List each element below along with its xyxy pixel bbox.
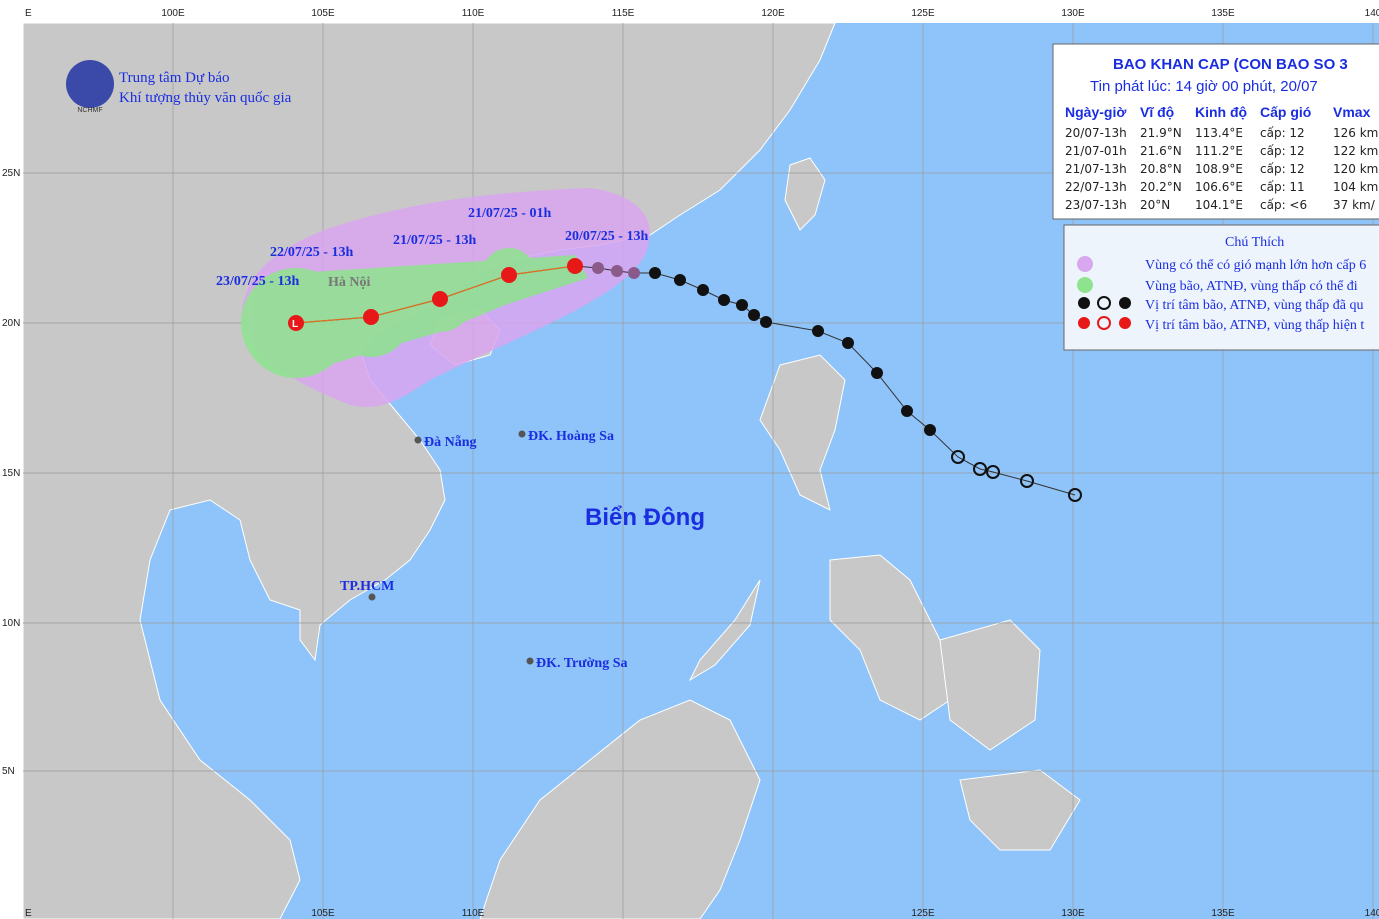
places: Hà Nội Đà Nẵng ĐK. Hoàng Sa TP.HCM ĐK. T… <box>328 275 705 671</box>
lon-label: 100E <box>161 8 185 19</box>
lon-label: 125E <box>911 8 935 19</box>
lon-label: 140 <box>1365 8 1379 19</box>
sea-label: Biển Đông <box>585 504 705 531</box>
lat-label: 25N <box>2 168 20 179</box>
lon-label: 135E <box>1211 908 1235 919</box>
recent-positions <box>592 262 640 279</box>
legend-item: Vị trí tâm bão, ATNĐ, vùng thấp hiện t <box>1145 318 1364 333</box>
lon-label: 125E <box>911 908 935 919</box>
legend-item: Vị trí tâm bão, ATNĐ, vùng thấp đã qu <box>1145 298 1364 313</box>
table-cell: 111.2°E <box>1195 144 1243 158</box>
legend: Chú Thích Vùng có thể có gió mạnh lớn hơ… <box>1063 224 1379 351</box>
table-cell: 37 km/ <box>1333 198 1376 212</box>
track-label: 23/07/25 - 13h <box>216 274 299 289</box>
lat-label: 20N <box>2 318 20 329</box>
forecast-positions <box>288 258 583 331</box>
table-cell: cấp: 12 <box>1260 162 1305 176</box>
depression-positions <box>951 450 1082 502</box>
track-label: 22/07/25 - 13h <box>270 245 353 260</box>
table-cell: 20°N <box>1140 198 1170 212</box>
table-cell: 104 km <box>1333 180 1378 194</box>
table-header: Vĩ độ <box>1140 104 1174 120</box>
table-cell: 21.6°N <box>1140 144 1182 158</box>
lat-label: 5N <box>2 766 15 777</box>
lon-label: 115E <box>612 8 635 19</box>
legend-item: Vùng bão, ATNĐ, vùng thấp có thể đi <box>1145 279 1358 294</box>
table-cell: 126 km <box>1333 126 1378 140</box>
track-label: 21/07/25 - 01h <box>468 206 551 221</box>
low-icon: L <box>292 319 298 330</box>
table-cell: 21.9°N <box>1140 126 1182 140</box>
lon-label: 110E <box>462 908 485 919</box>
table-cell: 21/07-13h <box>1065 162 1127 176</box>
place-label: TP.HCM <box>340 579 394 594</box>
lon-label: 140 <box>1365 908 1379 919</box>
table-header: Cấp gió <box>1260 104 1311 120</box>
table-cell: 20.2°N <box>1140 180 1182 194</box>
lon-label: E <box>25 8 32 19</box>
table-cell: 113.4°E <box>1195 126 1243 140</box>
legend-title: Chú Thích <box>1225 235 1284 250</box>
table-cell: 22/07-13h <box>1065 180 1127 194</box>
table-cell: 104.1°E <box>1195 198 1243 212</box>
box-title: BAO KHAN CAP (CON BAO SO 3 <box>1113 56 1348 73</box>
lon-label: 105E <box>311 8 335 19</box>
org: NCHMF Trung tâm Dự báo Khí tượng thủy vă… <box>66 60 292 114</box>
table-header: Vmax <box>1333 104 1371 120</box>
lon-label: 110E <box>462 8 485 19</box>
lat-label: 10N <box>2 618 20 629</box>
table-header: Ngày-giờ <box>1065 104 1126 120</box>
track-label: 21/07/25 - 13h <box>393 233 476 248</box>
lon-label: 120E <box>761 8 785 19</box>
logo-text: NCHMF <box>77 107 102 114</box>
place-label: ĐK. Trường Sa <box>536 656 628 671</box>
table-cell: cấp: 12 <box>1260 126 1305 140</box>
box-subtitle: Tin phát lúc: 14 giờ 00 phút, 20/07 <box>1090 78 1318 95</box>
table-header: Kinh độ <box>1195 104 1247 120</box>
table-cell: 106.6°E <box>1195 180 1243 194</box>
table-cell: 108.9°E <box>1195 162 1243 176</box>
lon-label: 135E <box>1211 8 1235 19</box>
lon-label: 130E <box>1061 8 1085 19</box>
table-cell: 23/07-13h <box>1065 198 1127 212</box>
lon-label: E <box>25 908 32 919</box>
land <box>22 22 1081 919</box>
place-label: Hà Nội <box>328 275 371 290</box>
table-cell: 120 km <box>1333 162 1378 176</box>
table-cell: cấp: 12 <box>1260 144 1305 158</box>
lat-label: 15N <box>2 468 20 479</box>
place-label: Đà Nẵng <box>424 434 477 450</box>
place-label: ĐK. Hoàng Sa <box>528 429 614 444</box>
org-name: Khí tượng thủy văn quốc gia <box>119 90 292 106</box>
table-cell: 122 km <box>1333 144 1378 158</box>
track-labels: 20/07/25 - 13h 21/07/25 - 01h 21/07/25 -… <box>216 206 648 289</box>
info-box: BAO KHAN CAP (CON BAO SO 3 Tin phát lúc:… <box>1052 43 1379 220</box>
past-positions <box>649 267 936 436</box>
track-label: 20/07/25 - 13h <box>565 229 648 244</box>
table-cell: 21/07-01h <box>1065 144 1127 158</box>
table-cell: cấp: 11 <box>1260 180 1305 194</box>
legend-item: Vùng có thể có gió mạnh lớn hơn cấp 6 <box>1145 258 1366 273</box>
table-cell: cấp: <6 <box>1260 198 1307 212</box>
lon-label: 105E <box>311 908 335 919</box>
lon-label: 130E <box>1061 908 1085 919</box>
table-cell: 20/07-13h <box>1065 126 1127 140</box>
org-name: Trung tâm Dự báo <box>119 70 230 86</box>
table-cell: 20.8°N <box>1140 162 1182 176</box>
